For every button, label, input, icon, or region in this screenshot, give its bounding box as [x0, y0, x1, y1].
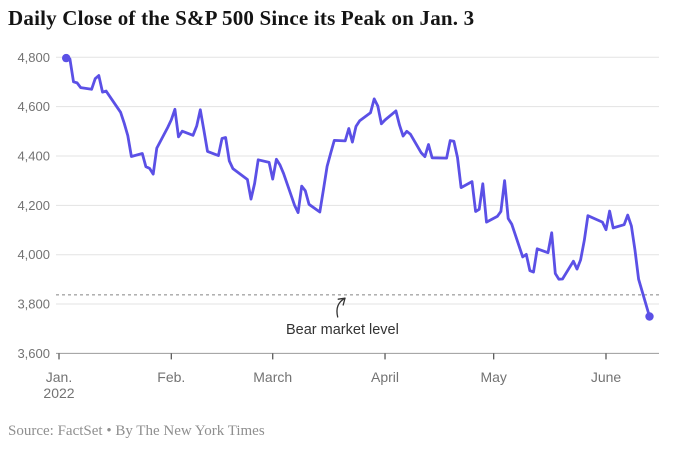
x-axis-year-label: 2022	[43, 385, 74, 401]
y-axis-label: 4,000	[17, 247, 50, 262]
sp500-line-chart: 4,800 4,600 4,400 4,200 4,000 3,800 3,600 Jan.2…	[17, 50, 659, 401]
y-axis-label: 4,600	[17, 99, 50, 114]
x-axis-label: May	[480, 369, 506, 385]
x-axis-label: April	[371, 369, 399, 385]
annotation-arrow-icon	[336, 297, 346, 318]
x-axis-label: Jan.	[46, 369, 72, 385]
y-axis-label: 3,800	[17, 297, 50, 312]
endpoint-dot	[61, 53, 71, 63]
source-credit: Source: FactSet • By The New York Times	[8, 423, 265, 439]
y-axis-label: 3,600	[17, 346, 50, 361]
y-axis-label: 4,400	[17, 149, 50, 164]
x-axis-label: March	[253, 369, 292, 385]
chart-title: Daily Close of the S&P 500 Since its Pea…	[8, 6, 475, 30]
x-axis-label: June	[591, 369, 622, 385]
x-axis-label: Feb.	[157, 369, 185, 385]
y-axis-label: 4,800	[17, 50, 50, 65]
y-axis-label: 4,200	[17, 198, 50, 213]
price-line	[64, 56, 651, 318]
endpoint-dot	[645, 312, 654, 321]
bear-market-annotation: Bear market level	[286, 322, 399, 338]
